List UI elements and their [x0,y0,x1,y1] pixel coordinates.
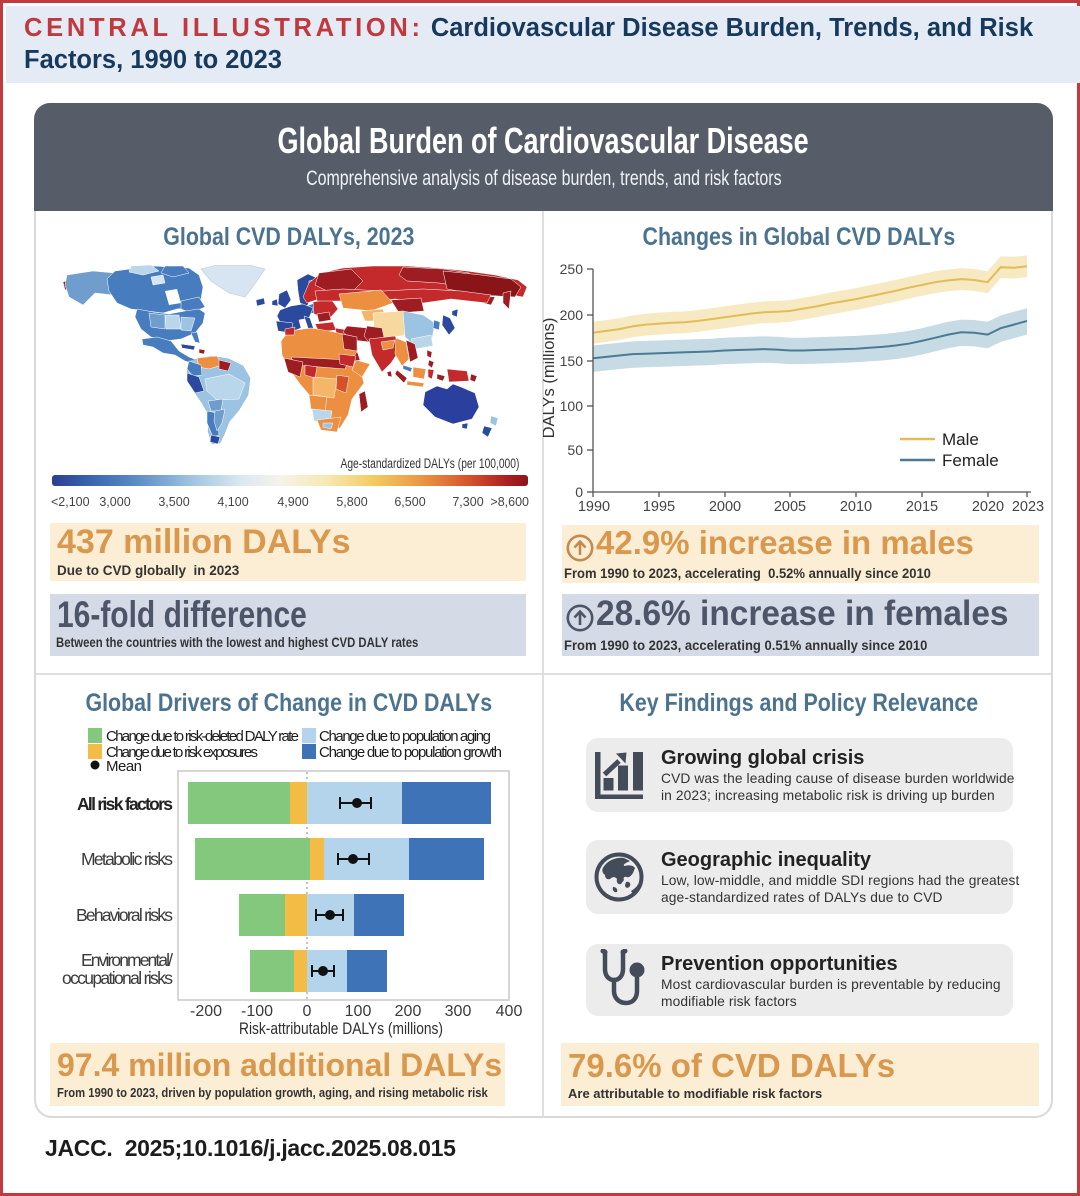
svg-text:50: 50 [567,442,583,458]
svg-text:Environmental/: Environmental/ [81,950,173,970]
svg-text:3,500: 3,500 [158,495,189,509]
svg-text:Risk-attributable DALYs (milli: Risk-attributable DALYs (millions) [239,1020,443,1038]
svg-text:Mean: Mean [106,758,142,773]
svg-text:0: 0 [575,484,583,500]
svg-text:3,000: 3,000 [99,495,130,509]
svg-text:150: 150 [560,353,584,369]
svg-text:>8,600: >8,600 [490,495,529,509]
svg-text:Metabolic risks: Metabolic risks [81,849,173,869]
svg-text:6,500: 6,500 [394,495,425,509]
svg-text:250: 250 [560,261,584,277]
svg-text:200: 200 [560,307,584,323]
svg-text:Change due to risk-deleted DAL: Change due to risk-deleted DALY rate [106,728,299,745]
svg-text:100: 100 [560,398,584,414]
svg-text:Change due to risk exposures: Change due to risk exposures [106,744,258,761]
svg-text:1995: 1995 [643,499,675,515]
svg-text:100: 100 [345,1003,372,1020]
svg-text:2015: 2015 [906,499,938,515]
svg-text:<2,100: <2,100 [51,495,90,509]
svg-text:1990: 1990 [578,499,610,515]
svg-text:-200: -200 [190,1003,222,1020]
svg-text:300: 300 [445,1003,472,1020]
svg-text:occupational risks: occupational risks [62,968,173,988]
svg-text:2010: 2010 [840,499,872,515]
svg-text:Female: Female [942,451,999,470]
svg-text:DALYs (millions): DALYs (millions) [543,318,558,439]
svg-text:200: 200 [395,1003,422,1020]
svg-text:4,900: 4,900 [277,495,308,509]
svg-text:-100: -100 [241,1003,273,1020]
svg-text:400: 400 [496,1003,523,1020]
svg-text:All risk factors: All risk factors [77,794,173,814]
svg-text:0: 0 [303,1003,312,1020]
svg-text:5,800: 5,800 [336,495,367,509]
svg-text:4,100: 4,100 [217,495,248,509]
svg-text:2023: 2023 [1012,499,1044,515]
svg-text:Behavioral risks: Behavioral risks [76,905,173,925]
svg-text:2020: 2020 [972,499,1004,515]
svg-text:Male: Male [942,430,979,449]
svg-text:Change due to population growt: Change due to population growth [319,744,502,761]
svg-text:2000: 2000 [709,499,741,515]
svg-text:7,300: 7,300 [452,495,483,509]
svg-text:Change due to population aging: Change due to population aging [319,728,491,745]
svg-text:2005: 2005 [774,499,806,515]
